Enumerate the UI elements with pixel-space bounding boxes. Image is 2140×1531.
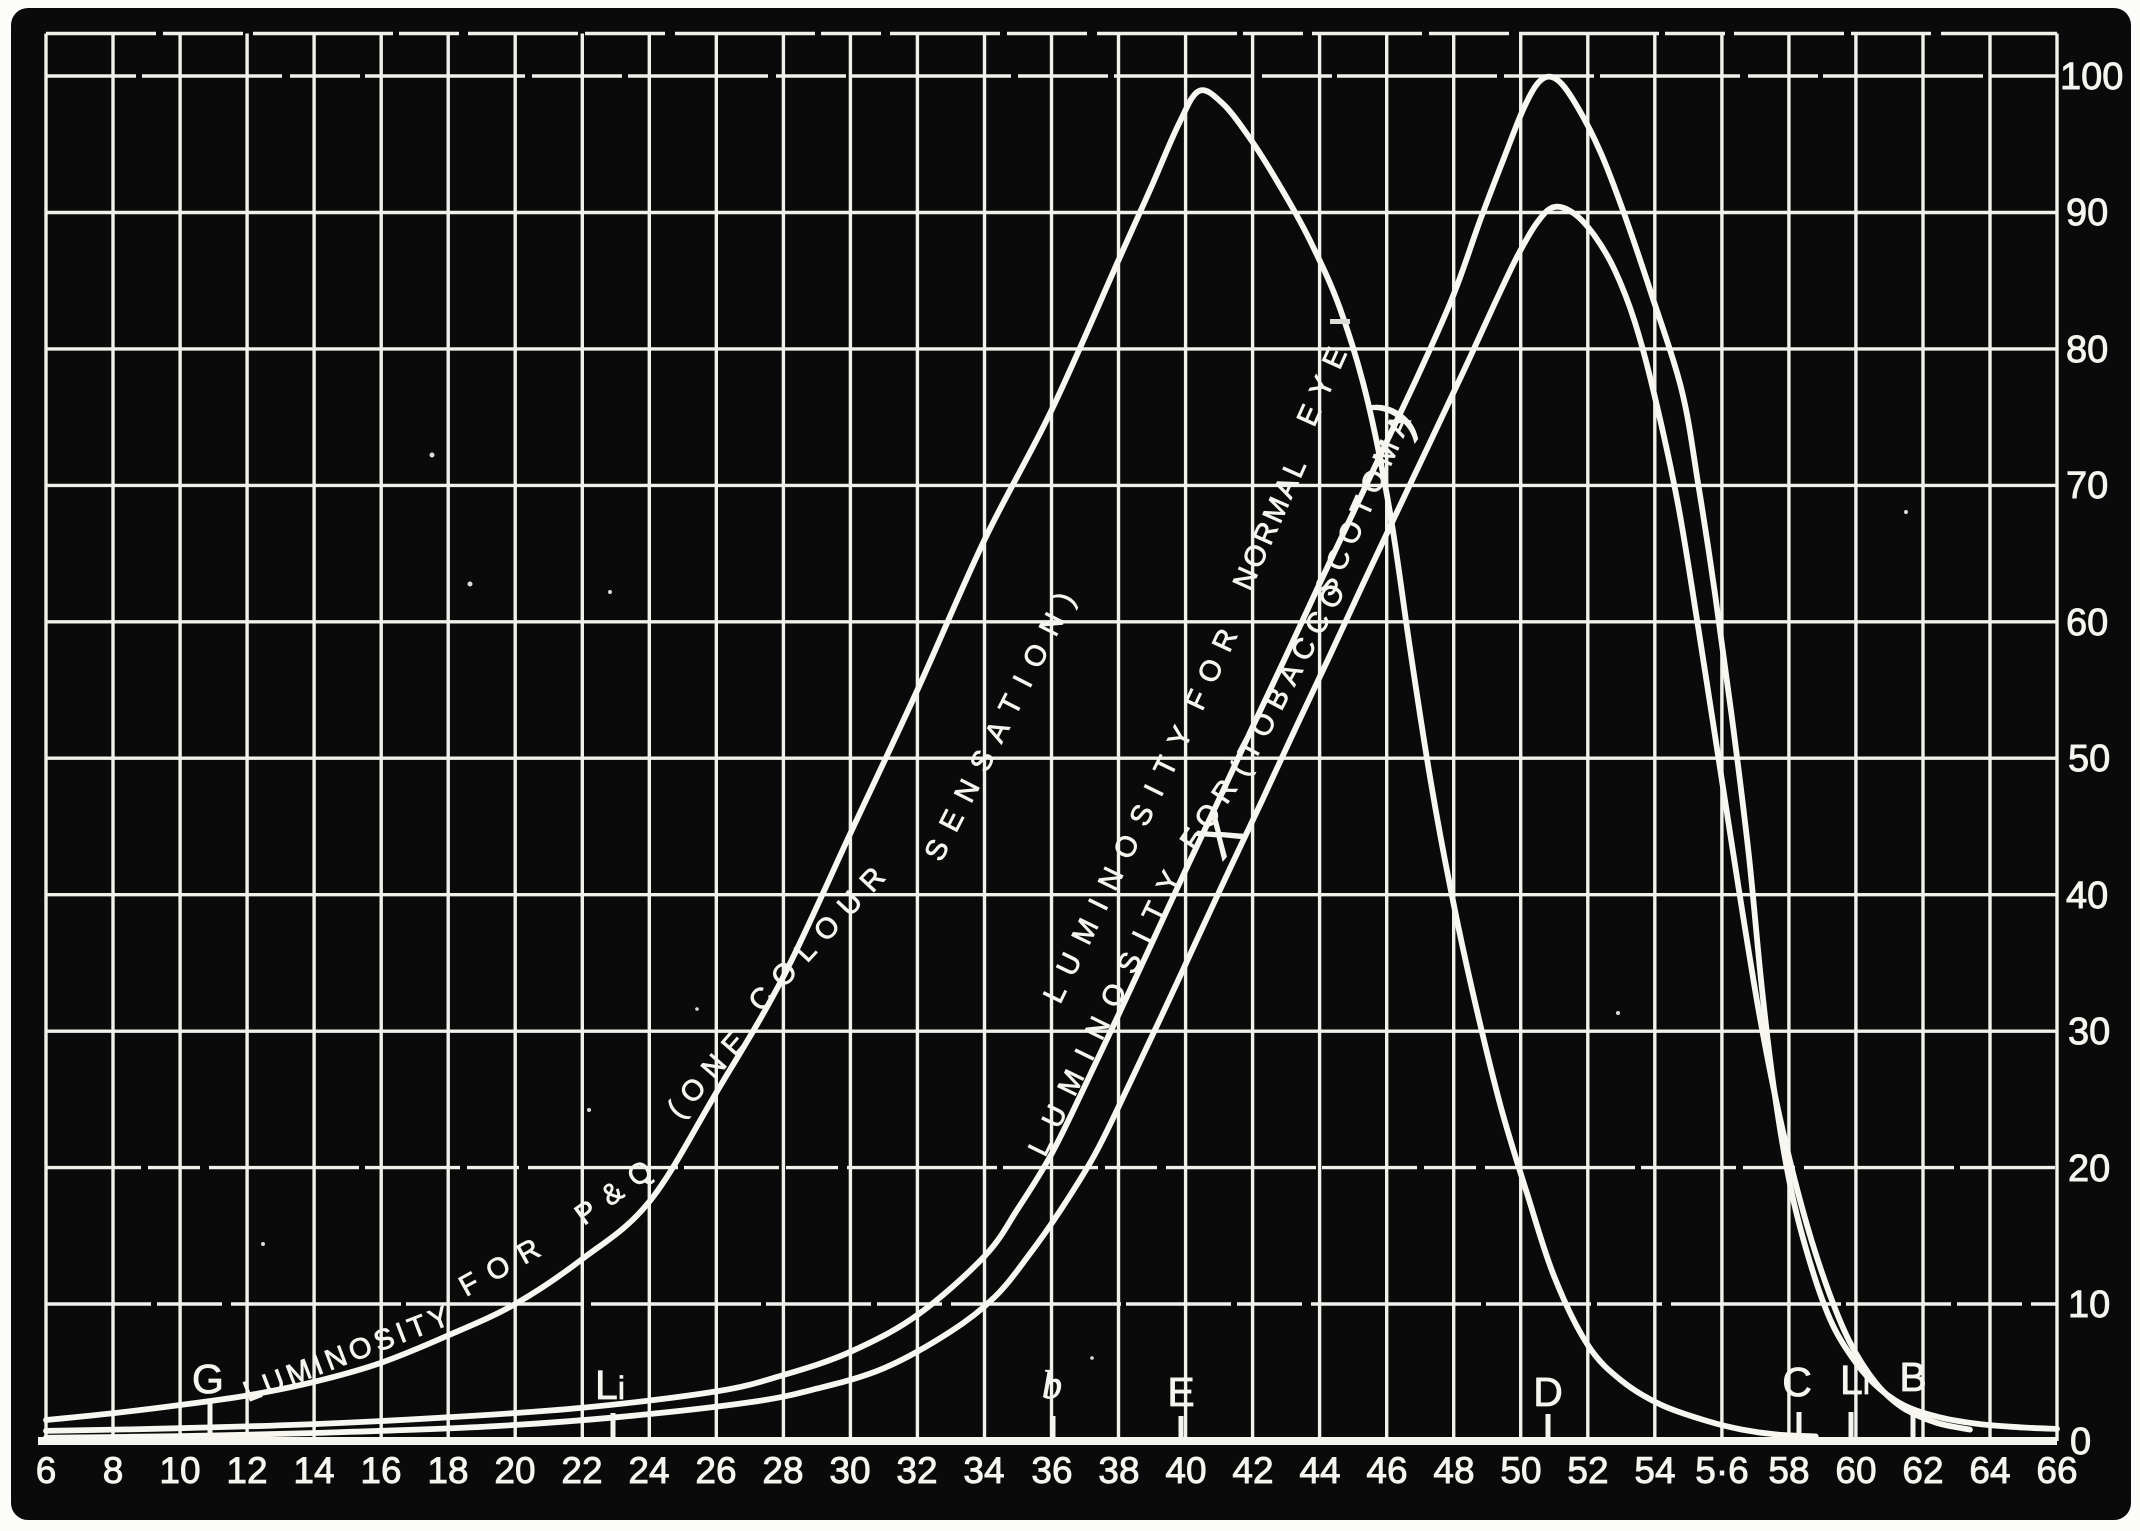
- svg-text:50: 50: [1500, 1450, 1541, 1491]
- svg-text:B: B: [1899, 1354, 1926, 1400]
- svg-text:62: 62: [1902, 1450, 1943, 1491]
- svg-text:8: 8: [103, 1450, 124, 1491]
- svg-text:b: b: [1042, 1362, 1062, 1407]
- svg-text:58: 58: [1768, 1450, 1809, 1491]
- svg-text:52: 52: [1567, 1450, 1608, 1491]
- svg-text:50: 50: [2068, 738, 2110, 780]
- svg-text:0: 0: [2070, 1421, 2091, 1463]
- svg-text:D: D: [1533, 1369, 1563, 1415]
- svg-text:54: 54: [1634, 1450, 1675, 1491]
- svg-text:70: 70: [2066, 465, 2108, 507]
- svg-text:42: 42: [1232, 1450, 1273, 1491]
- svg-text:Li: Li: [595, 1362, 625, 1408]
- svg-text:80: 80: [2066, 329, 2108, 371]
- svg-text:48: 48: [1433, 1450, 1474, 1491]
- svg-text:46: 46: [1366, 1450, 1407, 1491]
- svg-text:26: 26: [695, 1450, 736, 1491]
- svg-text:44: 44: [1299, 1450, 1340, 1491]
- svg-text:20: 20: [2068, 1148, 2110, 1190]
- svg-text:32: 32: [896, 1450, 937, 1491]
- svg-text:60: 60: [1835, 1450, 1876, 1491]
- svg-text:22: 22: [561, 1450, 602, 1491]
- svg-text:5·6: 5·6: [1695, 1450, 1748, 1491]
- svg-text:12: 12: [226, 1450, 267, 1491]
- svg-text:6: 6: [36, 1450, 57, 1491]
- svg-text:Li: Li: [1840, 1357, 1870, 1403]
- svg-text:90: 90: [2066, 192, 2108, 234]
- svg-text:30: 30: [2068, 1011, 2110, 1053]
- svg-text:38: 38: [1098, 1450, 1139, 1491]
- svg-text:10: 10: [159, 1450, 200, 1491]
- svg-text:64: 64: [1969, 1450, 2010, 1491]
- svg-text:G: G: [192, 1356, 224, 1402]
- svg-text:100: 100: [2060, 56, 2123, 98]
- svg-text:36: 36: [1031, 1450, 1072, 1491]
- svg-text:14: 14: [293, 1450, 334, 1491]
- svg-text:60: 60: [2066, 602, 2108, 644]
- svg-text:28: 28: [762, 1450, 803, 1491]
- svg-text:24: 24: [628, 1450, 669, 1491]
- svg-text:10: 10: [2068, 1284, 2110, 1326]
- svg-text:34: 34: [963, 1450, 1004, 1491]
- svg-text:40: 40: [1165, 1450, 1206, 1491]
- svg-text:18: 18: [427, 1450, 468, 1491]
- svg-text:40: 40: [2066, 875, 2108, 917]
- svg-text:20: 20: [494, 1450, 535, 1491]
- svg-text:C: C: [1782, 1359, 1812, 1405]
- svg-text:30: 30: [829, 1450, 870, 1491]
- svg-text:16: 16: [360, 1450, 401, 1491]
- svg-text:66: 66: [2036, 1450, 2077, 1491]
- svg-text:E: E: [1167, 1369, 1194, 1415]
